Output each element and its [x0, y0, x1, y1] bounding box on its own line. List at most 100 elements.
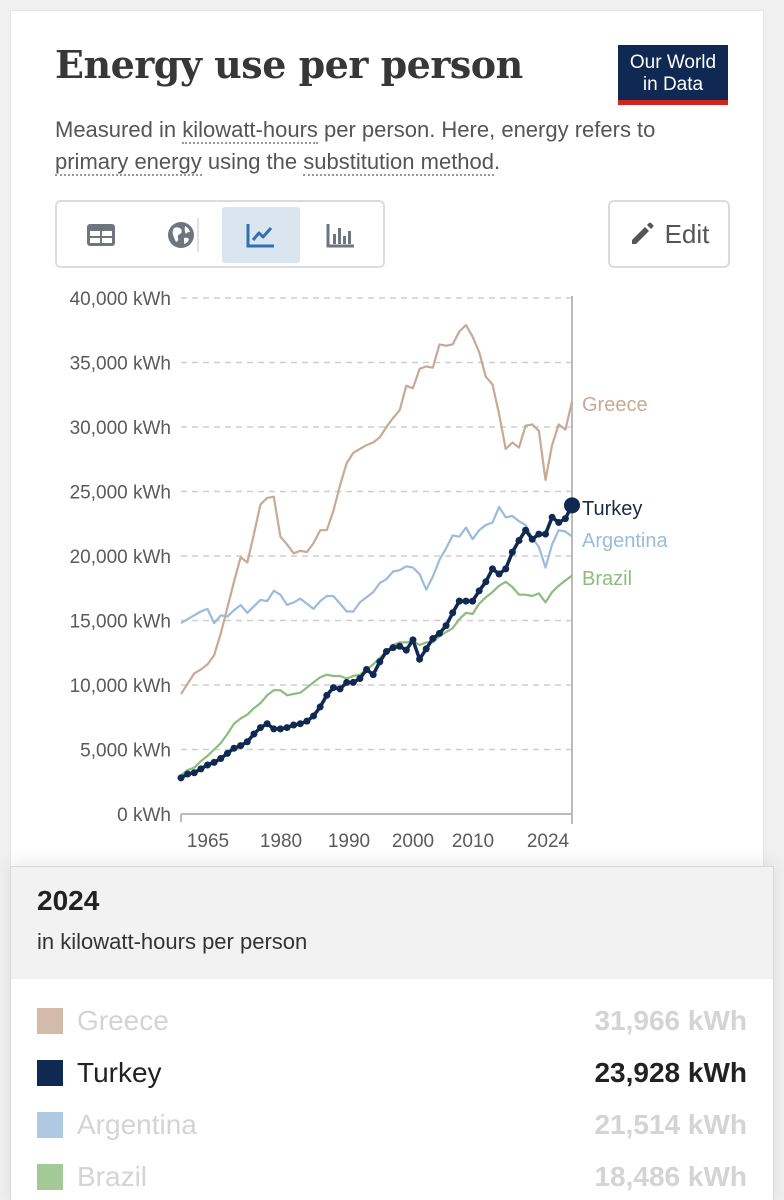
turkey-data-point — [230, 744, 238, 752]
turkey-data-point — [323, 691, 331, 699]
turkey-end-label: Turkey — [582, 498, 642, 520]
tooltip-row-brazil: Brazil 18,486 kWh — [37, 1157, 747, 1197]
brazil-swatch — [37, 1164, 63, 1190]
turkey-data-point — [502, 565, 510, 573]
chart-subtitle: Measured in kilowatt-hours per person. H… — [55, 114, 715, 178]
turkey-swatch — [37, 1060, 63, 1086]
argentina-end-label: Argentina — [582, 530, 668, 552]
turkey-data-point — [555, 518, 563, 526]
greece-end-label: Greece — [582, 394, 648, 416]
turkey-data-point — [343, 678, 351, 686]
argentina-series-line — [180, 505, 573, 625]
edit-button[interactable]: Edit — [608, 200, 730, 268]
subtitle-text-3: using the — [201, 149, 304, 174]
view-tabs — [55, 200, 385, 268]
argentina-swatch — [37, 1112, 63, 1138]
subtitle-text-2: per person. Here, energy refers to — [317, 117, 656, 142]
tooltip-name-greece: Greece — [77, 1005, 169, 1036]
turkey-data-point — [356, 675, 364, 683]
turkey-data-point — [303, 717, 311, 725]
y-tick-label: 5,000 kWh — [80, 741, 171, 762]
tooltip-unit: in kilowatt-hours per person — [37, 929, 308, 954]
turkey-data-point — [548, 513, 556, 521]
x-tick-label: 1990 — [328, 831, 370, 852]
turkey-data-point — [396, 642, 404, 650]
y-tick-label: 25,000 kWh — [70, 483, 171, 504]
tooltip-header: 2024 in kilowatt-hours per person — [11, 867, 773, 979]
turkey-data-point — [449, 609, 457, 617]
turkey-data-point — [488, 565, 496, 573]
turkey-data-point — [561, 515, 569, 523]
turkey-data-point — [217, 755, 225, 763]
turkey-data-point — [177, 774, 185, 782]
turkey-data-point — [243, 738, 251, 746]
x-tick-label: 2010 — [452, 831, 494, 852]
turkey-data-point — [210, 758, 218, 766]
tooltip-value-argentina: 21,514 kWh — [594, 1109, 747, 1140]
x-tick-label: 2000 — [392, 831, 434, 852]
turkey-data-point — [363, 666, 371, 674]
tooltip-name-brazil: Brazil — [77, 1161, 148, 1192]
turkey-data-point — [283, 724, 291, 732]
turkey-data-point — [257, 724, 265, 732]
tooltip-value-turkey: 23,928 kWh — [594, 1057, 747, 1088]
turkey-data-point — [382, 647, 390, 655]
turkey-data-point — [469, 597, 477, 605]
logo-line-1: Our World — [629, 52, 717, 73]
subtitle-text-4: . — [494, 149, 501, 174]
turkey-data-point — [290, 721, 298, 729]
turkey-data-point — [329, 684, 337, 692]
turkey-data-point — [263, 720, 271, 728]
page-title: Energy use per person — [55, 42, 523, 87]
bar-chart-icon — [326, 224, 354, 248]
map-icon — [168, 222, 194, 248]
turkey-data-point — [376, 658, 384, 666]
turkey-data-point — [455, 597, 463, 605]
kilowatt-hours-link[interactable]: kilowatt-hours — [182, 117, 318, 144]
tooltip-value-brazil: 18,486 kWh — [594, 1161, 747, 1192]
line-chart: 0 kWh 5,000 kWh 10,000 kWh 15,000 kWh 20,000… — [70, 289, 669, 852]
turkey-data-point — [522, 526, 530, 534]
tab-map[interactable] — [142, 207, 220, 263]
tooltip-row-turkey: Turkey 23,928 kWh — [37, 1053, 747, 1093]
brazil-end-label: Brazil — [582, 568, 632, 590]
tab-table[interactable] — [62, 207, 140, 263]
y-tick-label: 40,000 kWh — [70, 289, 171, 310]
turkey-data-point — [462, 597, 470, 605]
turkey-data-point — [250, 730, 258, 738]
tooltip-name-turkey: Turkey — [77, 1057, 162, 1088]
owid-logo[interactable]: Our World in Data — [618, 45, 728, 105]
primary-energy-link[interactable]: primary energy — [55, 149, 202, 176]
turkey-data-point — [429, 635, 437, 643]
tooltip-row-greece: Greece 31,966 kWh — [37, 1001, 747, 1041]
tooltip-panel: 2024 in kilowatt-hours per person Greece… — [10, 866, 774, 1200]
turkey-data-point — [276, 725, 284, 733]
greece-series-line — [180, 324, 574, 695]
turkey-data-point — [296, 720, 304, 728]
turkey-data-point — [515, 537, 523, 545]
turkey-data-point — [416, 655, 424, 663]
y-tick-label: 35,000 kWh — [70, 354, 171, 375]
turkey-data-point — [402, 646, 410, 654]
turkey-data-point — [535, 530, 543, 538]
turkey-data-point — [435, 629, 443, 637]
tab-bar-chart[interactable] — [302, 207, 380, 263]
turkey-data-point — [270, 725, 278, 733]
tab-divider — [197, 218, 199, 252]
turkey-data-point — [237, 742, 245, 750]
tab-line-chart[interactable] — [222, 207, 300, 263]
turkey-data-point — [369, 671, 377, 679]
pencil-icon — [631, 222, 654, 244]
turkey-series-line — [180, 504, 574, 780]
turkey-data-point — [475, 587, 483, 595]
logo-line-2: in Data — [642, 74, 704, 95]
turkey-data-point — [541, 530, 549, 538]
turkey-data-point — [564, 497, 580, 514]
turkey-data-point — [422, 645, 430, 653]
turkey-data-point — [508, 548, 516, 556]
edit-label: Edit — [664, 218, 710, 249]
line-chart-icon — [246, 224, 274, 248]
substitution-method-link[interactable]: substitution method — [303, 149, 495, 176]
greece-swatch — [37, 1008, 63, 1034]
tooltip-value-greece: 31,966 kWh — [594, 1005, 747, 1036]
